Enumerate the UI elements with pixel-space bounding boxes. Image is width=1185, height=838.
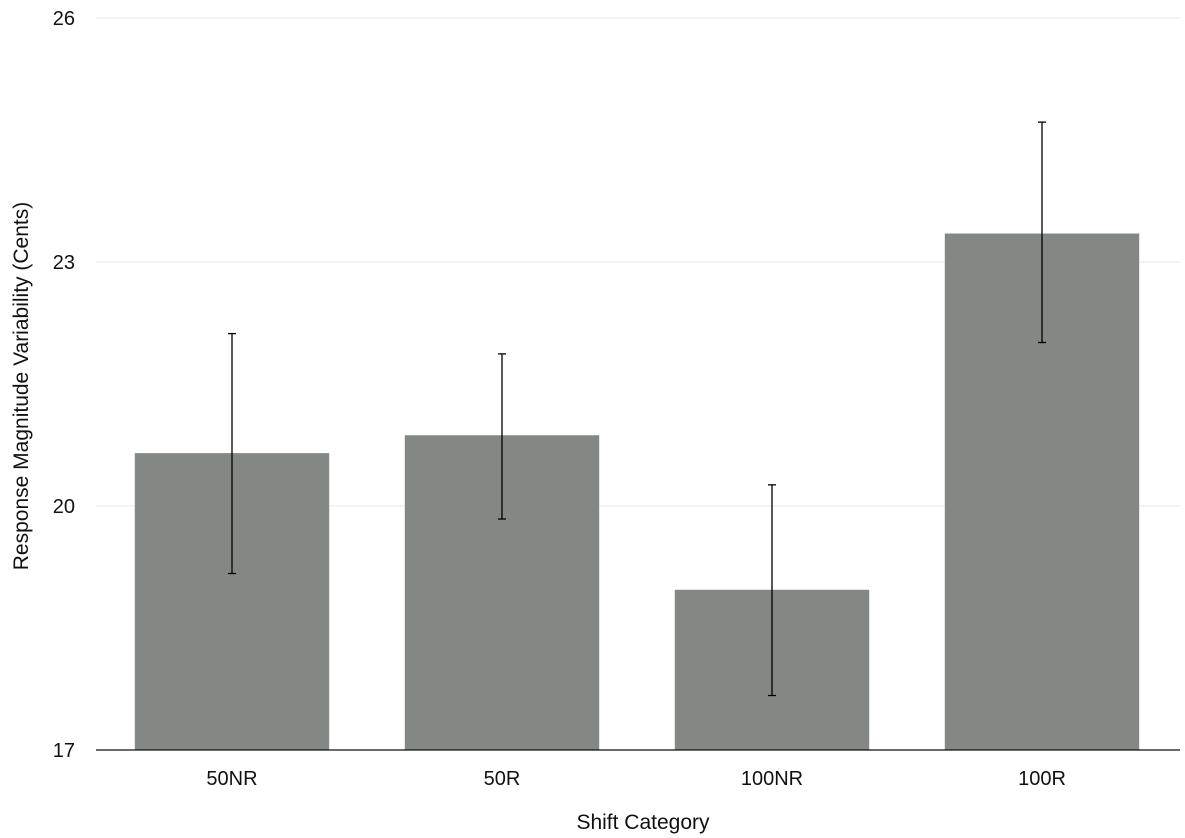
- y-tick-labels: 17 20 23 26: [53, 8, 75, 762]
- y-axis-title: Response Magnitude Variability (Cents): [10, 202, 33, 570]
- x-tick-label: 100NR: [741, 768, 803, 790]
- error-bars: [228, 121, 1046, 697]
- bars: [134, 233, 1140, 751]
- error-bar: [768, 484, 776, 697]
- error-bar: [228, 332, 236, 575]
- y-tick-label: 23: [53, 252, 75, 274]
- x-tick-label: 100R: [1018, 768, 1066, 790]
- error-bar: [1038, 121, 1046, 344]
- y-tick-label: 17: [53, 740, 75, 762]
- y-tick-label: 26: [53, 8, 75, 30]
- x-tick-label: 50R: [484, 768, 521, 790]
- x-axis-title: Shift Category: [576, 811, 710, 834]
- x-tick-label: 50NR: [206, 768, 257, 790]
- x-tick-labels: 50NR 50R 100NR 100R: [206, 768, 1065, 790]
- y-tick-label: 20: [53, 496, 75, 518]
- error-bar: [498, 353, 506, 520]
